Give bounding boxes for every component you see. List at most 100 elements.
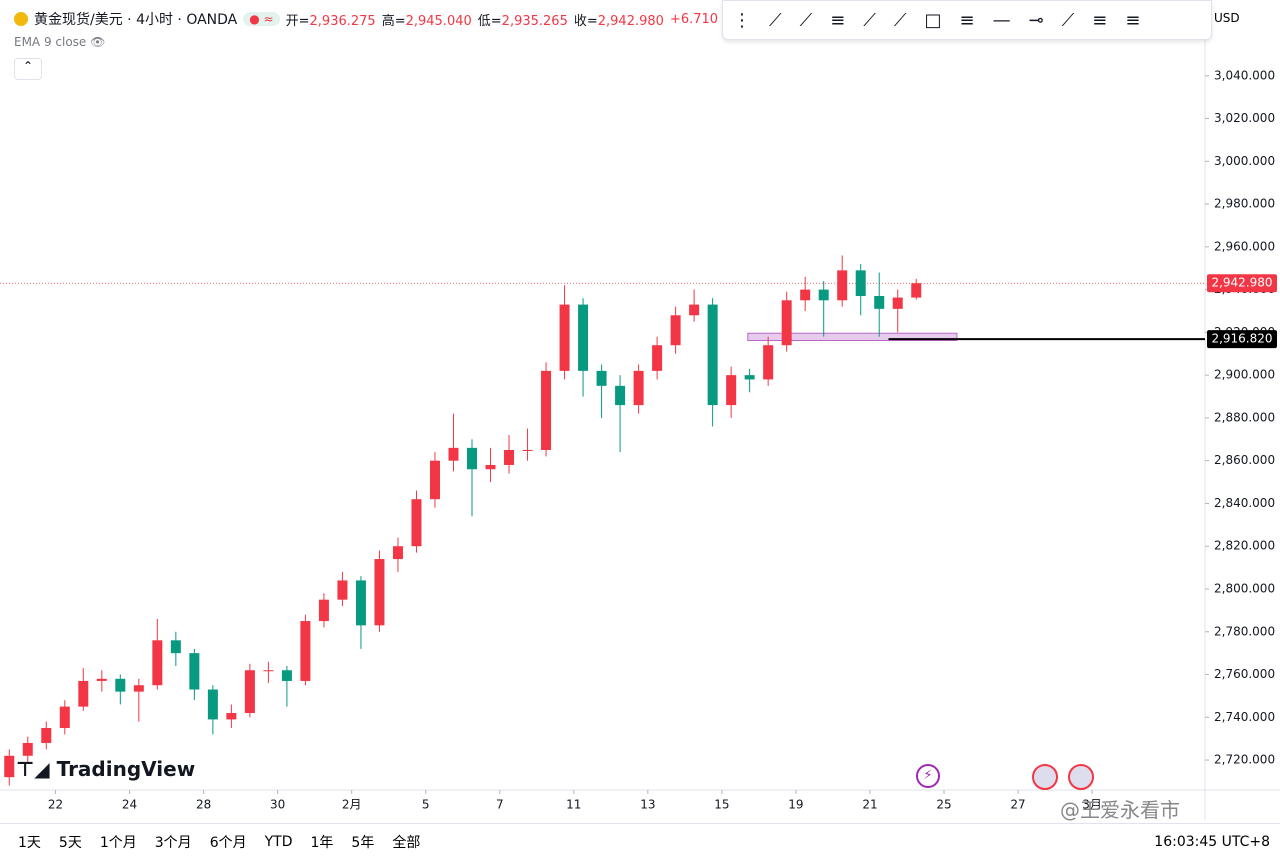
candle-body: [226, 713, 237, 720]
candle-body: [318, 599, 329, 622]
y-tick-label: 2,760.000: [1214, 667, 1275, 681]
clock: 16:03:45 UTC+8: [1154, 834, 1270, 850]
candle-body: [4, 755, 15, 778]
y-tick-label: 2,900.000: [1214, 368, 1275, 382]
x-tick-label: 28: [196, 798, 211, 812]
candle-body: [96, 678, 107, 681]
x-tick-label: 21: [862, 798, 877, 812]
x-tick-label: 13: [640, 798, 655, 812]
y-tick-label: 3,000.000: [1214, 154, 1275, 168]
candle-body: [837, 270, 848, 301]
candle-body: [78, 680, 89, 707]
footer: 1天 5天 1个月 3个月 6个月 YTD 1年 5年 全部 16:03:45 UTC+8: [0, 823, 1280, 859]
candle-body: [467, 447, 478, 470]
candle-body: [578, 304, 589, 371]
brand-watermark: ⊤◢ TradingView: [16, 757, 196, 781]
candle-body: [22, 742, 33, 756]
range-button[interactable]: 6个月: [209, 835, 247, 851]
candle-body: [281, 670, 292, 681]
range-button[interactable]: 全部: [392, 835, 421, 851]
x-tick-label: 19: [788, 798, 803, 812]
candle-body: [485, 464, 496, 470]
candle-body: [522, 449, 533, 451]
x-tick-label: 25: [936, 798, 951, 812]
candle-body: [59, 706, 70, 728]
price-tag-label: 2,916.820: [1211, 332, 1272, 346]
author-watermark: @王爱永看市: [1060, 798, 1180, 822]
candle-body: [781, 300, 792, 346]
candle-body: [207, 689, 218, 720]
x-tick-label: 5: [422, 798, 430, 812]
y-tick-label: 2,980.000: [1214, 197, 1275, 211]
candle-body: [244, 670, 255, 714]
event-icon[interactable]: [1032, 764, 1058, 790]
y-tick-label: 2,720.000: [1214, 753, 1275, 767]
ohlc-label: 收=: [573, 13, 598, 29]
y-tick-label: 3,020.000: [1214, 111, 1275, 125]
ohlc-label: 低=: [477, 13, 502, 29]
candle-body: [670, 315, 681, 346]
currency: USD: [1214, 11, 1240, 25]
drawing-toolbar[interactable]: ⋮⟋⟋≡⟋⟋□≡—⊸⟋≡≡: [722, 0, 1212, 40]
indicator[interactable]: EMA 9 close 👁: [14, 35, 106, 49]
candle-body: [615, 385, 626, 406]
candle-body: [874, 296, 885, 309]
range-button[interactable]: 5天: [58, 835, 82, 851]
price-tag: [1207, 274, 1277, 293]
y-tick-label: 2,780.000: [1214, 624, 1275, 638]
ohlc-item: 收=2,942.980: [574, 10, 664, 29]
collapse-button[interactable]: ⌃: [14, 58, 42, 80]
candle-body: [41, 727, 52, 743]
x-tick-label: 11: [566, 798, 581, 812]
event-icon[interactable]: [1068, 764, 1094, 790]
ohlc-label: 开=: [285, 13, 310, 29]
event-icon[interactable]: ⚡: [916, 764, 940, 788]
ohlc-value: 2,936.275: [309, 13, 376, 29]
candle-body: [152, 640, 163, 686]
candle-body: [133, 685, 144, 692]
y-tick-label: 3,040.000: [1214, 68, 1275, 82]
range-button[interactable]: 3个月: [154, 835, 192, 851]
candle-body: [189, 653, 200, 690]
change: +6.710: [669, 11, 719, 27]
candle-body: [170, 640, 181, 654]
y-tick-label: 2,840.000: [1214, 496, 1275, 510]
ohlc-value: 2,942.980: [597, 13, 664, 29]
ohlc-value: 2,935.265: [501, 13, 568, 29]
candle-body: [855, 270, 866, 297]
candle-body: [263, 670, 274, 672]
ohlc-item: 高=2,945.040: [382, 10, 472, 29]
header: 黄金现货/美元 · 4小时 · OANDA ● ≈ 开=2,936.275 高=2…: [14, 9, 718, 29]
range-button[interactable]: 1个月: [99, 835, 137, 851]
symbol[interactable]: 黄金现货/美元 · 4小时 · OANDA: [34, 12, 238, 28]
x-tick-label: 7: [496, 798, 504, 812]
brand: TradingView: [56, 757, 196, 781]
indicator-label: EMA 9 close: [14, 35, 87, 49]
y-tick-label: 2,860.000: [1214, 453, 1275, 467]
candle-body: [429, 460, 440, 500]
candle-body: [374, 559, 385, 626]
x-tick-label: 30: [270, 798, 285, 812]
range-button[interactable]: YTD: [264, 834, 293, 850]
candle-body: [744, 375, 755, 380]
candle-body: [559, 304, 570, 371]
candle-body: [411, 499, 422, 547]
candle-body: [633, 370, 644, 406]
zone: [747, 332, 958, 342]
status-badge: ● ≈: [243, 12, 280, 26]
range-button[interactable]: 1年: [310, 835, 334, 851]
candle-body: [800, 289, 811, 301]
y-tick-label: 2,800.000: [1214, 581, 1275, 595]
y-tick-label: 2,740.000: [1214, 710, 1275, 724]
ohlc-item: 低=2,935.265: [478, 10, 568, 29]
candle-body: [818, 289, 829, 301]
range-button[interactable]: 1天: [18, 835, 41, 851]
ohlc-label: 高=: [381, 13, 406, 29]
candle-body: [392, 546, 403, 560]
x-tick-label: 2月: [342, 798, 362, 812]
symbol-icon: [14, 12, 28, 26]
range-button[interactable]: 5年: [351, 835, 375, 851]
candle-body: [355, 580, 366, 626]
